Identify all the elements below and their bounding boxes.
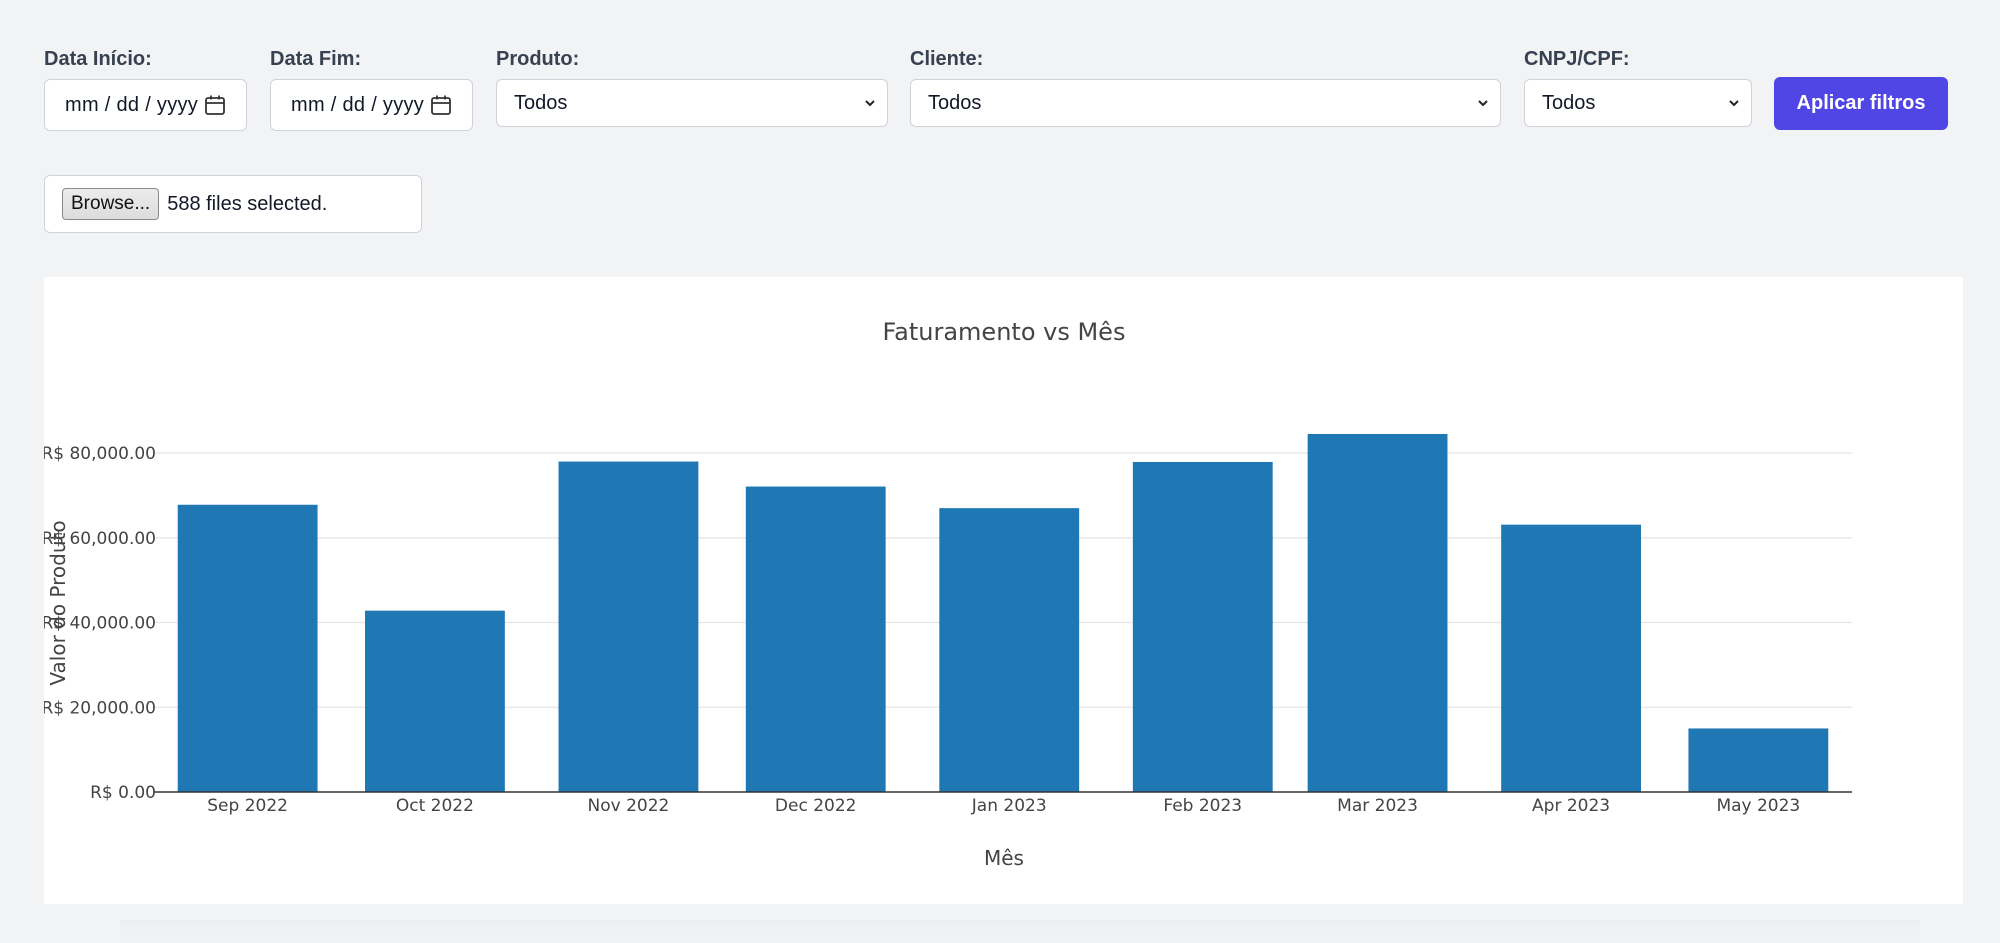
- x-tick-label: Jan 2023: [971, 796, 1047, 816]
- chevron-down-icon: [1476, 96, 1490, 110]
- bar[interactable]: [558, 461, 699, 792]
- product-filter: Produto: Todos: [496, 47, 888, 127]
- client-select[interactable]: Todos: [910, 79, 1501, 127]
- cnpj-select[interactable]: Todos: [1524, 79, 1752, 127]
- x-tick-label: Apr 2023: [1532, 796, 1610, 816]
- file-status: 588 files selected.: [167, 192, 328, 215]
- bar[interactable]: [1501, 524, 1641, 792]
- bottom-shadow: [120, 920, 1920, 943]
- bar[interactable]: [365, 610, 505, 792]
- bar[interactable]: [1307, 434, 1448, 792]
- x-tick-label: Feb 2023: [1163, 796, 1242, 816]
- client-select-value: Todos: [928, 91, 982, 114]
- x-tick-label: Dec 2022: [775, 796, 857, 816]
- x-tick-label: Sep 2022: [207, 796, 288, 816]
- calendar-icon[interactable]: [430, 94, 452, 116]
- apply-filters-button[interactable]: Aplicar filtros: [1774, 77, 1948, 130]
- product-label: Produto:: [496, 48, 580, 70]
- x-tick-label: Nov 2022: [588, 796, 670, 816]
- bar[interactable]: [177, 504, 318, 792]
- bar[interactable]: [745, 486, 886, 792]
- x-tick-labels: Sep 2022 Oct 2022 Nov 2022 Dec 2022 Jan 2023…: [207, 796, 1800, 816]
- bar[interactable]: [1688, 728, 1829, 792]
- y-tick-label: R$ 60,000.00: [44, 529, 156, 549]
- start-date-label: Data Início:: [44, 48, 152, 70]
- y-tick-label: R$ 20,000.00: [44, 698, 156, 718]
- client-label: Cliente:: [910, 48, 984, 70]
- y-axis-title: Valor do Produto: [46, 520, 70, 685]
- bars: [177, 434, 1829, 792]
- chevron-down-icon: [1727, 96, 1741, 110]
- product-select-value: Todos: [514, 91, 568, 114]
- end-date-filter: Data Fim: mm / dd / yyyy: [270, 47, 473, 131]
- y-tick-label: R$ 0.00: [90, 783, 156, 803]
- file-input[interactable]: Browse... 588 files selected.: [44, 175, 422, 233]
- cnpj-filter: CNPJ/CPF: Todos: [1524, 47, 1752, 127]
- x-tick-label: Oct 2022: [396, 796, 474, 816]
- start-date-input[interactable]: mm / dd / yyyy: [44, 79, 247, 131]
- bar[interactable]: [1132, 461, 1273, 792]
- bar[interactable]: [939, 508, 1080, 792]
- y-tick-labels: R$ 0.00 R$ 20,000.00 R$ 40,000.00 R$ 60,000…: [41, 444, 156, 803]
- cnpj-label: CNPJ/CPF:: [1524, 48, 1630, 70]
- start-date-filter: Data Início: mm / dd / yyyy: [44, 47, 247, 131]
- bar-chart: R$ 0.00 R$ 20,000.00 R$ 40,000.00 R$ 60,000…: [41, 318, 1852, 870]
- chevron-down-icon: [863, 96, 877, 110]
- x-axis-title: Mês: [984, 846, 1024, 870]
- cnpj-select-value: Todos: [1542, 91, 1596, 114]
- x-tick-label: May 2023: [1716, 796, 1800, 816]
- x-tick-label: Mar 2023: [1337, 796, 1418, 816]
- browse-button[interactable]: Browse...: [62, 188, 160, 220]
- end-date-input[interactable]: mm / dd / yyyy: [270, 79, 473, 131]
- chart-panel: R$ 0.00 R$ 20,000.00 R$ 40,000.00 R$ 60,000…: [41, 277, 1963, 904]
- calendar-icon[interactable]: [204, 94, 226, 116]
- client-filter: Cliente: Todos: [910, 47, 1501, 127]
- y-tick-label: R$ 40,000.00: [44, 614, 156, 634]
- end-date-label: Data Fim:: [270, 48, 362, 70]
- end-date-value: mm / dd / yyyy: [291, 93, 425, 116]
- product-select[interactable]: Todos: [496, 79, 888, 127]
- chart-title: Faturamento vs Mês: [883, 318, 1126, 346]
- y-tick-label: R$ 80,000.00: [44, 444, 156, 464]
- start-date-value: mm / dd / yyyy: [65, 93, 199, 116]
